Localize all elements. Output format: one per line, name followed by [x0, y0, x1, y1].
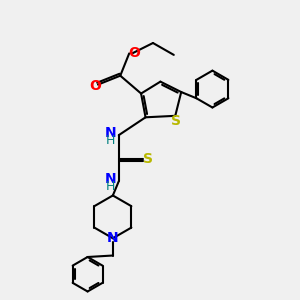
Text: H: H [106, 134, 115, 147]
Text: N: N [105, 172, 116, 186]
Text: S: S [172, 114, 182, 128]
Text: O: O [129, 46, 140, 60]
Text: N: N [107, 231, 119, 245]
Text: O: O [90, 79, 101, 93]
Text: N: N [105, 126, 116, 140]
Text: H: H [106, 180, 115, 193]
Text: S: S [143, 152, 153, 166]
